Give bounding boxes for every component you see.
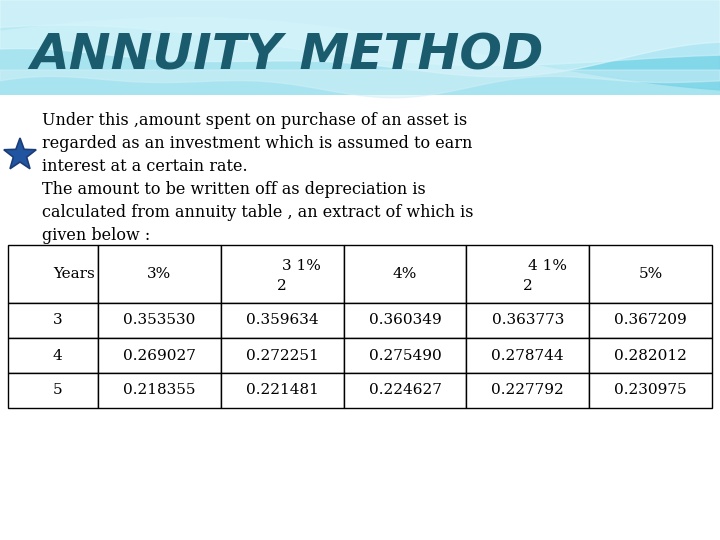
Text: 0.282012: 0.282012 xyxy=(614,348,687,362)
Text: 0.275490: 0.275490 xyxy=(369,348,441,362)
Bar xyxy=(343,303,467,338)
Text: 0.224627: 0.224627 xyxy=(369,383,441,397)
Bar xyxy=(8,303,98,338)
Text: calculated from annuity table , an extract of which is: calculated from annuity table , an extra… xyxy=(42,204,474,221)
Text: 0.363773: 0.363773 xyxy=(492,314,564,327)
Bar xyxy=(343,338,467,373)
Text: 5: 5 xyxy=(53,383,63,397)
Bar xyxy=(0,95,720,540)
Bar xyxy=(589,245,712,303)
Text: 4%: 4% xyxy=(393,267,417,281)
Text: 0.227792: 0.227792 xyxy=(492,383,564,397)
Text: 0.278744: 0.278744 xyxy=(492,348,564,362)
Bar xyxy=(221,373,343,408)
Text: 0.359634: 0.359634 xyxy=(246,314,318,327)
Bar xyxy=(467,373,589,408)
Bar xyxy=(98,245,221,303)
Text: 0.353530: 0.353530 xyxy=(123,314,196,327)
Text: 3%: 3% xyxy=(147,267,171,281)
Bar xyxy=(343,245,467,303)
Text: 0.218355: 0.218355 xyxy=(123,383,196,397)
Text: 0.272251: 0.272251 xyxy=(246,348,318,362)
Bar xyxy=(8,245,98,303)
Bar xyxy=(8,373,98,408)
Bar xyxy=(221,338,343,373)
Text: 4: 4 xyxy=(53,348,63,362)
Text: 0.221481: 0.221481 xyxy=(246,383,319,397)
Bar xyxy=(98,303,221,338)
Text: 4 1%: 4 1% xyxy=(528,259,567,273)
Text: Years: Years xyxy=(53,267,95,281)
Text: ANNUITY METHOD: ANNUITY METHOD xyxy=(30,32,544,80)
Text: Under this ,amount spent on purchase of an asset is: Under this ,amount spent on purchase of … xyxy=(42,112,467,129)
Bar xyxy=(343,373,467,408)
Bar xyxy=(98,338,221,373)
Polygon shape xyxy=(4,138,36,169)
Bar xyxy=(589,338,712,373)
Text: given below :: given below : xyxy=(42,227,150,244)
Text: 2: 2 xyxy=(277,279,287,293)
Bar xyxy=(589,373,712,408)
Text: 0.367209: 0.367209 xyxy=(614,314,687,327)
Text: 0.360349: 0.360349 xyxy=(369,314,441,327)
Text: 3: 3 xyxy=(53,314,63,327)
Text: interest at a certain rate.: interest at a certain rate. xyxy=(42,158,248,175)
Bar xyxy=(98,373,221,408)
Bar xyxy=(589,303,712,338)
Text: 2: 2 xyxy=(523,279,533,293)
Text: 0.230975: 0.230975 xyxy=(614,383,687,397)
Text: 3 1%: 3 1% xyxy=(282,259,321,273)
Text: 0.269027: 0.269027 xyxy=(123,348,196,362)
Bar xyxy=(467,338,589,373)
Text: regarded as an investment which is assumed to earn: regarded as an investment which is assum… xyxy=(42,135,472,152)
Text: The amount to be written off as depreciation is: The amount to be written off as deprecia… xyxy=(42,181,426,198)
Polygon shape xyxy=(0,0,720,110)
Bar xyxy=(221,303,343,338)
Bar xyxy=(8,338,98,373)
Text: 5%: 5% xyxy=(639,267,662,281)
Bar xyxy=(467,303,589,338)
Bar xyxy=(467,245,589,303)
Bar xyxy=(221,245,343,303)
